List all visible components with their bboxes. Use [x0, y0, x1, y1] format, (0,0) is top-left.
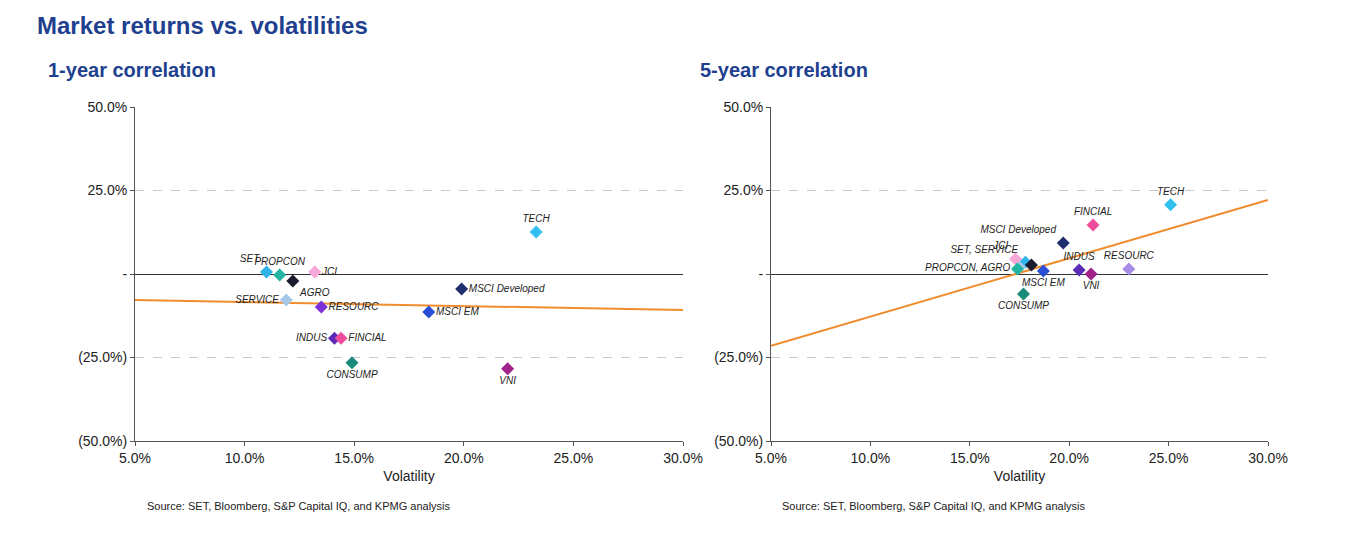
svg-text:5.0%: 5.0% [119, 450, 151, 466]
svg-text:10.0%: 10.0% [851, 450, 891, 466]
svg-text:25.0%: 25.0% [87, 182, 127, 198]
svg-text:CONSUMP: CONSUMP [326, 369, 377, 380]
svg-text:INDUS: INDUS [296, 332, 327, 343]
svg-text:(25.0%): (25.0%) [78, 349, 127, 365]
svg-text:1-year correlation: 1-year correlation [48, 59, 216, 81]
svg-text:INDUS: INDUS [1064, 251, 1095, 262]
svg-text:25.0%: 25.0% [723, 182, 763, 198]
svg-text:25.0%: 25.0% [1149, 450, 1189, 466]
svg-text:MSCI EM: MSCI EM [436, 306, 479, 317]
svg-text:50.0%: 50.0% [723, 99, 763, 115]
svg-text:AGRO: AGRO [299, 287, 330, 298]
svg-text:Source: SET, Bloomberg, S&P Ca: Source: SET, Bloomberg, S&P Capital IQ, … [782, 500, 1086, 512]
svg-text:RESOURC: RESOURC [329, 301, 380, 312]
svg-text:20.0%: 20.0% [444, 450, 484, 466]
svg-text:JCI: JCI [321, 266, 337, 277]
svg-text:Volatility: Volatility [994, 468, 1045, 484]
svg-text:Source: SET, Bloomberg, S&P Ca: Source: SET, Bloomberg, S&P Capital IQ, … [147, 500, 451, 512]
svg-text:15.0%: 15.0% [334, 450, 374, 466]
svg-text:VNI: VNI [499, 375, 516, 386]
svg-text:(50.0%): (50.0%) [78, 433, 127, 449]
svg-text:25.0%: 25.0% [554, 450, 594, 466]
svg-text:10.0%: 10.0% [225, 450, 265, 466]
svg-text:30.0%: 30.0% [1248, 450, 1288, 466]
svg-text:-: - [759, 266, 764, 282]
svg-text:Market returns vs. volatilitie: Market returns vs. volatilities [37, 12, 368, 39]
svg-text:-: - [123, 266, 128, 282]
svg-text:TECH: TECH [1157, 186, 1185, 197]
svg-text:5-year correlation: 5-year correlation [700, 59, 868, 81]
svg-text:FINCIAL: FINCIAL [348, 332, 386, 343]
svg-text:MSCI Developed: MSCI Developed [980, 224, 1056, 235]
svg-text:FINCIAL: FINCIAL [1074, 206, 1112, 217]
svg-text:CONSUMP: CONSUMP [998, 300, 1049, 311]
svg-text:MSCI EM: MSCI EM [1022, 277, 1065, 288]
svg-text:RESOURC: RESOURC [1104, 250, 1155, 261]
svg-text:15.0%: 15.0% [950, 450, 990, 466]
svg-text:5.0%: 5.0% [755, 450, 787, 466]
svg-text:20.0%: 20.0% [1049, 450, 1089, 466]
svg-text:TECH: TECH [523, 213, 551, 224]
svg-text:VNI: VNI [1083, 280, 1100, 291]
svg-text:50.0%: 50.0% [87, 99, 127, 115]
svg-text:(25.0%): (25.0%) [714, 349, 763, 365]
svg-text:MSCI Developed: MSCI Developed [469, 283, 545, 294]
svg-text:30.0%: 30.0% [663, 450, 703, 466]
svg-text:PROPCON: PROPCON [254, 256, 305, 267]
svg-text:SET: SET [240, 253, 260, 264]
svg-text:SET, SERVICE: SET, SERVICE [950, 244, 1018, 255]
svg-text:Volatility: Volatility [383, 468, 434, 484]
svg-text:SERVICE: SERVICE [235, 294, 279, 305]
svg-text:(50.0%): (50.0%) [714, 433, 763, 449]
svg-text:JCI: JCI [992, 240, 1008, 251]
svg-text:PROPCON, AGRO: PROPCON, AGRO [925, 262, 1010, 273]
